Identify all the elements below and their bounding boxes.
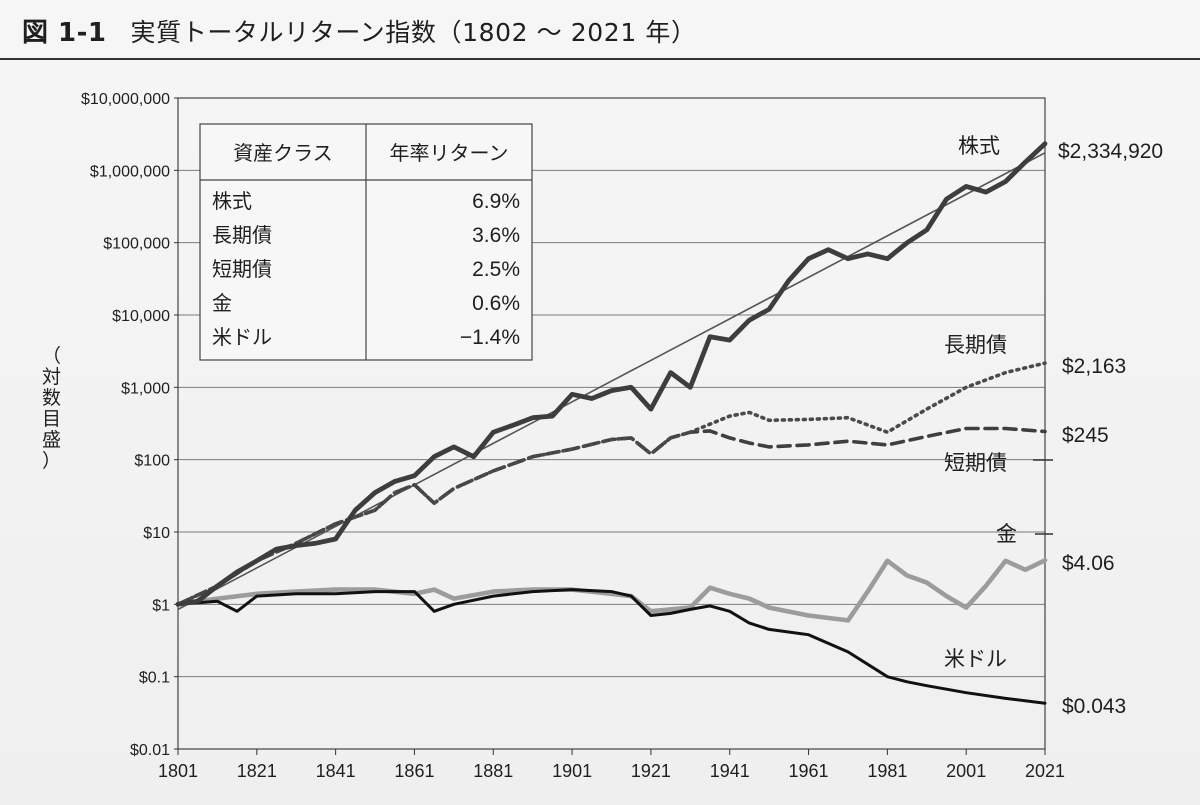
chart-title: 実質トータルリターン指数（1802 ～ 2021 年） [130,18,697,47]
x-tick-label: 1821 [237,761,277,781]
series-name-長期債: 長期債 [944,333,1007,357]
table-asset-name: 金 [212,291,232,315]
series-end-value-米ドル: $0.043 [1062,695,1126,718]
table-asset-name: 短期債 [212,257,272,281]
x-tick-label: 1861 [394,761,434,781]
y-tick-label: $1,000,000 [90,163,170,180]
y-tick-label: $10,000,000 [81,91,170,108]
y-tick-label: $100 [134,453,170,470]
series-name-金: 金 [996,522,1017,546]
series-line-米ドル [176,588,1047,705]
x-tick-label: 1981 [867,761,907,781]
series-end-value-長期債: $2,163 [1062,355,1126,378]
series-end-value-短期債: $245 [1062,424,1109,447]
table-return-value: 0.6% [472,292,520,315]
series-name-米ドル: 米ドル [944,647,1007,671]
series-end-value-金: $4.06 [1062,552,1115,575]
x-tick-label: 1961 [789,761,829,781]
chart-header: 図 1-1 実質トータルリターン指数（1802 ～ 2021 年） [22,12,697,48]
table-header-asset-class: 資産クラス [233,141,333,165]
y-tick-label: $0.01 [130,742,170,759]
table-asset-name: 長期債 [212,223,272,247]
x-tick-label: 1921 [631,761,671,781]
x-tick-label: 2001 [946,761,986,781]
y-tick-label: $10 [143,525,170,542]
y-tick-label: $0.1 [139,670,170,687]
table-asset-name: 米ドル [212,325,272,349]
table-header-annual-return: 年率リターン [390,141,509,165]
series-end-value-株式: $2,334,920 [1058,140,1163,163]
figure-label: 図 1-1 [22,18,107,48]
x-tick-label: 1941 [710,761,750,781]
x-tick-label: 1881 [473,761,513,781]
table-asset-name: 株式 [212,189,252,213]
x-tick-label: 1841 [316,761,356,781]
y-axis-title: （対数目盛） [42,345,61,472]
header-divider [0,58,1200,60]
series-name-株式: 株式 [958,134,1000,158]
stock-trend-line [177,152,1046,611]
label-layer: 株式 $2,334,920 長期債 $2,163 短期債 $245 金 $4.06 米ドル $0.… [944,134,1163,718]
y-tick-label: $1,000 [121,380,170,397]
x-tick-label: 2021 [1025,761,1065,781]
y-tick-label: $10,000 [112,308,170,325]
x-tick-label: 1901 [552,761,592,781]
series-line-長期債 [176,361,1047,607]
series-name-短期債: 短期債 [944,451,1007,475]
x-tick-label: 1801 [158,761,198,781]
y-tick-label: $1 [152,597,170,614]
y-tick-label: $100,000 [103,236,170,253]
axis-layer: $10,000,000 $1,000,000 $100,000 $10,000 $1,0… [42,91,1065,781]
table-return-value: 2.5% [472,258,520,281]
table-return-value: 6.9% [472,190,520,213]
plot-frame [177,97,1046,750]
table-return-value: 3.6% [472,224,520,247]
table-return-value: −1.4% [460,326,520,349]
series-line-株式 [175,141,1048,607]
series-layer [175,141,1048,705]
